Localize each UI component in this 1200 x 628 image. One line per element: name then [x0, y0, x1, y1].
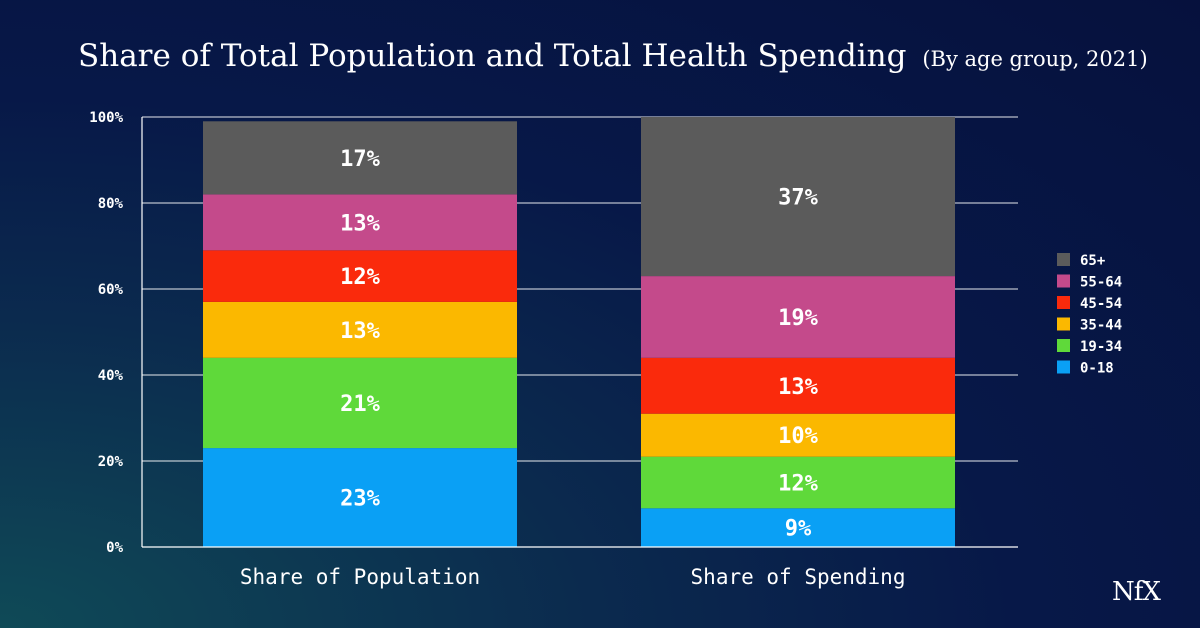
legend-label: 55-64: [1080, 275, 1122, 291]
y-tick-label: 60%: [98, 282, 124, 298]
x-category-label: Share of Spending: [691, 565, 906, 589]
data-label: 9%: [785, 517, 812, 542]
legend-swatch: [1057, 360, 1070, 374]
bar-segment-19-34: [203, 357, 517, 449]
bar-segment-35-44: [203, 301, 517, 358]
data-label: 21%: [340, 392, 380, 417]
bar-segment-65+: [203, 121, 517, 195]
bar-segment-0-18: [203, 448, 517, 547]
legend-swatch: [1057, 253, 1070, 266]
chart-subtitle: (By age group, 2021): [922, 47, 1148, 71]
bar-segment-35-44: [641, 413, 955, 457]
bar-segment-19-34: [641, 456, 955, 509]
y-tick-label: 0%: [106, 540, 123, 556]
bar-segment-45-54: [203, 250, 517, 302]
chart-title: Share of Total Population and Total Heal…: [78, 38, 1178, 74]
data-label: 13%: [778, 375, 818, 400]
data-label: 12%: [778, 472, 818, 497]
title-main: Share of Total Population and Total Heal…: [78, 38, 907, 74]
x-category-label: Share of Population: [240, 565, 480, 589]
data-label: 13%: [340, 319, 380, 344]
y-tick-label: 40%: [98, 368, 124, 384]
legend-swatch: [1057, 317, 1070, 331]
legend-swatch: [1057, 296, 1070, 309]
data-label: 13%: [340, 211, 380, 236]
legend-label: 65+: [1080, 253, 1105, 269]
data-label: 19%: [778, 306, 818, 331]
y-tick-label: 100%: [89, 110, 123, 126]
y-tick-label: 80%: [98, 196, 124, 212]
bar-segment-55-64: [203, 194, 517, 251]
data-label: 10%: [778, 424, 818, 449]
bar-segment-65+: [641, 117, 955, 277]
legend-label: 0-18: [1080, 361, 1114, 377]
legend-label: 35-44: [1080, 318, 1122, 334]
legend-swatch: [1057, 339, 1070, 352]
legend-label: 19-34: [1080, 339, 1122, 355]
y-tick-label: 20%: [98, 454, 124, 470]
bar-segment-55-64: [641, 276, 955, 358]
legend-swatch: [1057, 274, 1070, 288]
data-label: 23%: [340, 487, 380, 512]
data-label: 17%: [340, 147, 380, 172]
data-label: 37%: [778, 186, 818, 211]
bar-segment-45-54: [641, 357, 955, 414]
legend-label: 45-54: [1080, 296, 1122, 312]
brand-logo: NfX: [1112, 577, 1161, 607]
bar-segment-0-18: [641, 508, 955, 547]
data-label: 12%: [340, 265, 380, 290]
